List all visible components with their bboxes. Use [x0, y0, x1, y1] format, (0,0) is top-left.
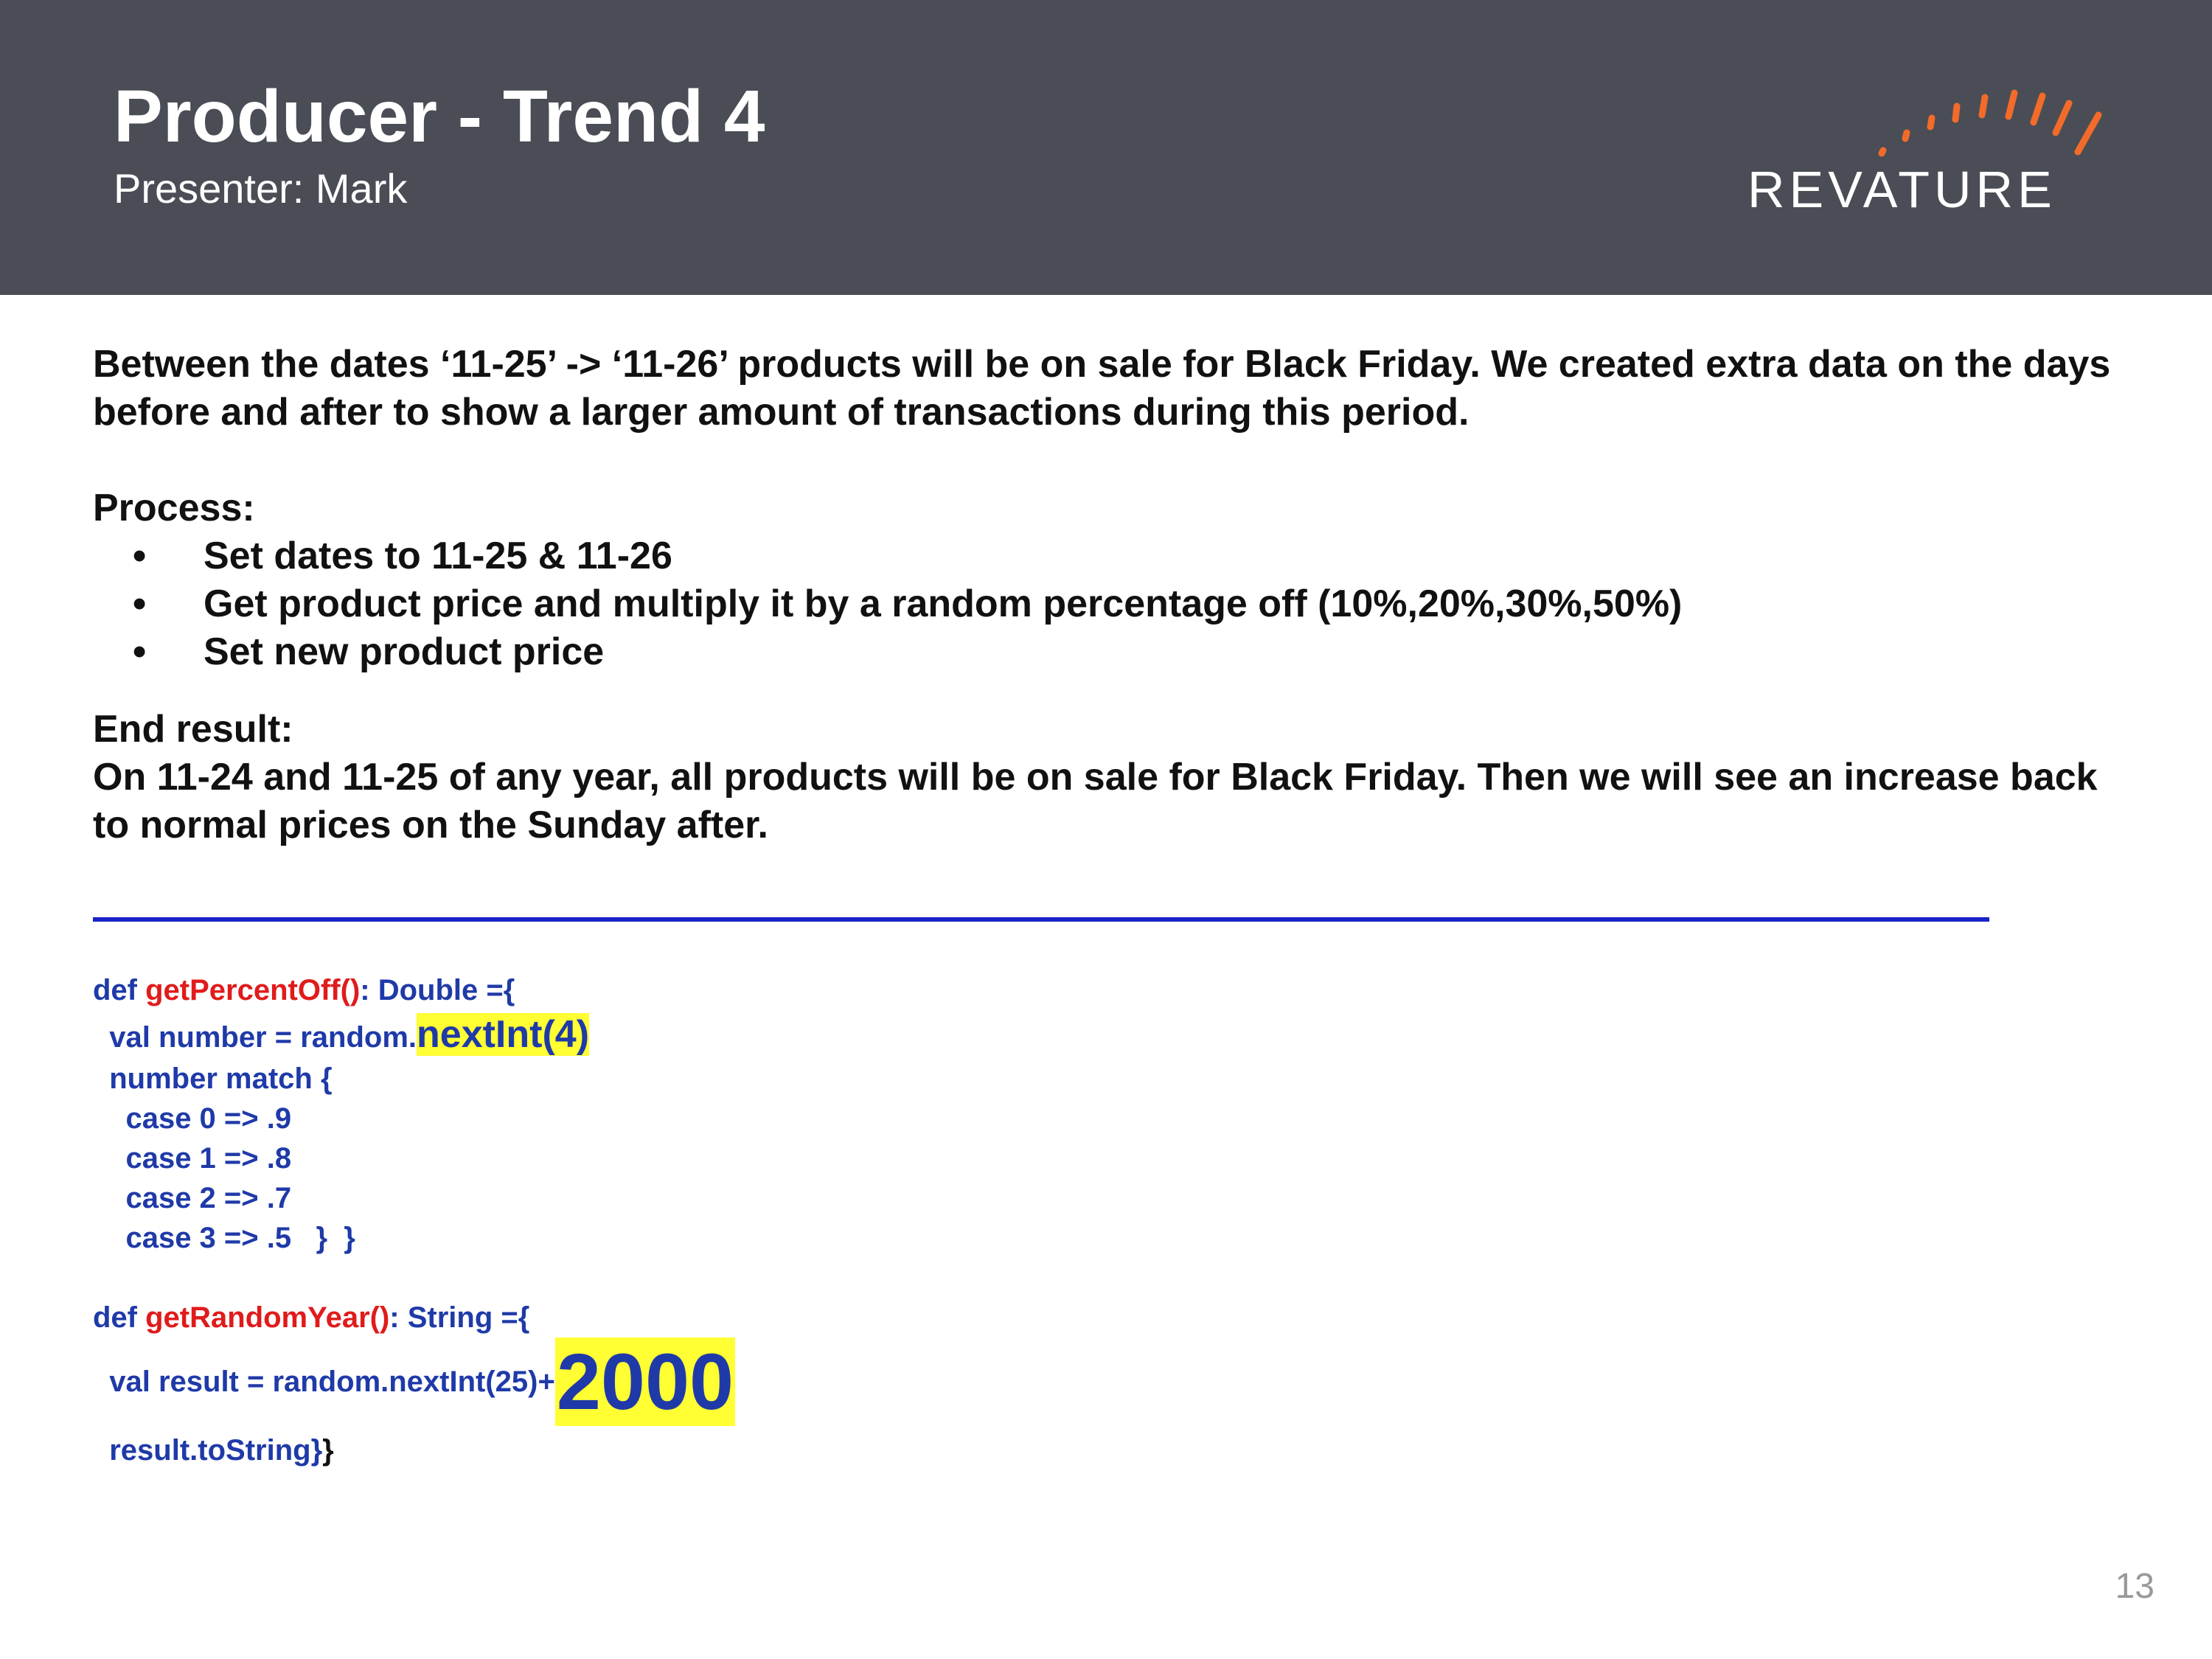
bullet-icon: • [133, 630, 147, 673]
code-line: result.toString}} [93, 1426, 1568, 1475]
code-function-name: getRandomYear() [145, 1301, 390, 1334]
code-text: val result = random.nextInt(25)+ [93, 1366, 555, 1398]
code-text: } [322, 1434, 334, 1467]
code-line: case 0 => .9 [93, 1102, 292, 1135]
code-text: result.toString} [93, 1434, 323, 1467]
list-item-text: Set dates to 11-25 & 11-26 [204, 535, 672, 577]
code-keyword: def [93, 974, 146, 1006]
code-line: case 3 => .5 } } [93, 1222, 355, 1254]
code-text: : Double ={ [360, 974, 515, 1006]
code-line: number match { [93, 1062, 333, 1095]
logo-wordmark: REVATURE [1747, 161, 2056, 218]
page-number: 13 [2115, 1567, 2154, 1606]
list-item: • Set new product price [93, 628, 2128, 676]
slide-body: Between the dates ‘11-25’ -> ‘11-26’ pro… [93, 341, 2128, 849]
code-line: def getRandomYear(): String ={ [93, 1298, 1568, 1338]
code-line: case 2 => .7 [93, 1182, 292, 1214]
sunburst-icon [1878, 89, 2102, 157]
code-block: def getPercentOff(): Double ={ val numbe… [93, 970, 1568, 1475]
code-line: val result = random.nextInt(25)+2000 [93, 1338, 1568, 1426]
code-keyword: def [93, 1301, 146, 1334]
list-item-text: Set new product price [204, 630, 605, 673]
process-list: • Set dates to 11-25 & 11-26 • Get product… [93, 532, 2128, 676]
result-paragraph: On 11-24 and 11-25 of any year, all prod… [93, 756, 2098, 846]
bullet-icon: • [133, 535, 147, 577]
intro-paragraph: Between the dates ‘11-25’ -> ‘11-26’ pro… [93, 343, 2111, 434]
code-function-name: getPercentOff() [145, 974, 361, 1006]
list-item-text: Get product price and multiply it by a r… [204, 582, 1683, 625]
code-blank-line [93, 1258, 1568, 1298]
slide-title: Producer - Trend 4 [114, 75, 765, 158]
code-line: val number = random.nextInt(4) [93, 1010, 1568, 1059]
code-highlight: nextInt(4) [417, 1013, 590, 1056]
list-item: • Get product price and multiply it by a … [93, 580, 2128, 628]
process-heading: Process: [93, 487, 255, 529]
revature-logo: REVATURE [1747, 81, 2146, 221]
divider-line [93, 917, 1989, 922]
code-line: def getPercentOff(): Double ={ [93, 970, 1568, 1010]
slide-header: Producer - Trend 4 Presenter: Mark REVAT… [0, 0, 2212, 295]
list-item: • Set dates to 11-25 & 11-26 [93, 532, 2128, 580]
code-text: val number = random. [93, 1021, 417, 1054]
code-line: case 1 => .8 [93, 1142, 292, 1175]
slide-subtitle: Presenter: Mark [114, 165, 408, 212]
code-text: : String ={ [389, 1301, 530, 1334]
result-heading: End result: [93, 708, 293, 751]
code-highlight: 2000 [554, 1337, 736, 1426]
bullet-icon: • [133, 582, 147, 625]
